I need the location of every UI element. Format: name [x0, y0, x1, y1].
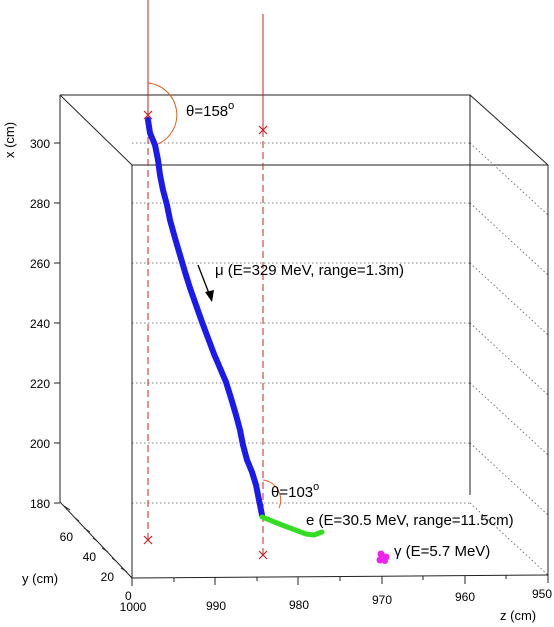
z-tick-label: 1000 — [120, 600, 147, 614]
z-tick-label: 990 — [206, 599, 226, 613]
y-tick-mark — [74, 517, 80, 522]
z-tick-label: 970 — [372, 593, 392, 607]
x-axis-label: x (cm) — [2, 122, 17, 158]
angle-arc-158 — [147, 82, 178, 145]
grid-lines — [132, 142, 549, 576]
y-tick-label: 60 — [60, 530, 74, 544]
cross-marker — [143, 110, 153, 120]
y-tick-mark — [92, 537, 98, 542]
x-tick-label: 240 — [30, 317, 50, 331]
reference-lines — [147, 0, 264, 555]
muon-direction-arrow — [197, 264, 211, 297]
z-tick-label: 950 — [532, 587, 552, 601]
arrow-head — [205, 290, 214, 302]
angle-158-label: θ=158o — [186, 100, 234, 120]
y-axis-label: y (cm) — [22, 571, 58, 586]
y-tick-mark — [63, 505, 71, 511]
x-tick-label: 200 — [30, 437, 50, 451]
y-tick-label: 20 — [101, 570, 115, 584]
cross-markers — [143, 110, 268, 560]
box-edge — [59, 94, 133, 166]
box-frame — [59, 94, 549, 579]
gamma-hit — [376, 556, 384, 564]
x-axis-ticks — [54, 142, 60, 504]
x-tick-label: 180 — [30, 497, 50, 511]
electron-label: e (E=30.5 MeV, range=11.5cm) — [306, 512, 514, 529]
z-axis-ticks — [131, 575, 549, 586]
y-tick-mark — [120, 567, 128, 573]
muon-label: μ (E=329 MeV, range=1.3m) — [215, 262, 404, 279]
gamma-cluster — [376, 550, 390, 564]
electron-track — [259, 514, 325, 538]
gamma-label: γ (E=5.7 MeV) — [394, 543, 490, 560]
cross-marker — [258, 550, 268, 560]
z-tick-label: 980 — [289, 598, 309, 612]
grid-line — [469, 442, 549, 516]
grid-line — [469, 262, 549, 336]
z-axis-label: z (cm) — [500, 608, 536, 623]
x-tick-label: 280 — [30, 197, 50, 211]
angle-103-label: θ=103o — [271, 481, 319, 501]
y-tick-mark — [101, 547, 109, 553]
grid-line — [469, 322, 549, 396]
grid-line — [469, 502, 549, 576]
box-edge — [131, 574, 549, 579]
angle-arc-103 — [262, 479, 282, 509]
origin-label: 0 — [125, 589, 132, 603]
grid-line — [469, 142, 549, 216]
grid-line — [469, 382, 549, 456]
y-tick-mark — [83, 527, 91, 533]
cross-marker — [258, 125, 268, 135]
x-tick-label: 260 — [30, 257, 50, 271]
x-tick-label: 220 — [30, 377, 50, 391]
muon-track — [145, 117, 265, 518]
x-tick-label: 300 — [30, 137, 50, 151]
box-edge — [469, 94, 549, 166]
y-tick-mark — [111, 557, 117, 562]
gamma-hit — [382, 558, 388, 564]
grid-line — [469, 202, 549, 276]
y-axis-ticks — [63, 505, 128, 573]
y-tick-label: 40 — [83, 550, 97, 564]
z-tick-label: 960 — [455, 590, 475, 604]
cross-marker — [143, 535, 153, 545]
